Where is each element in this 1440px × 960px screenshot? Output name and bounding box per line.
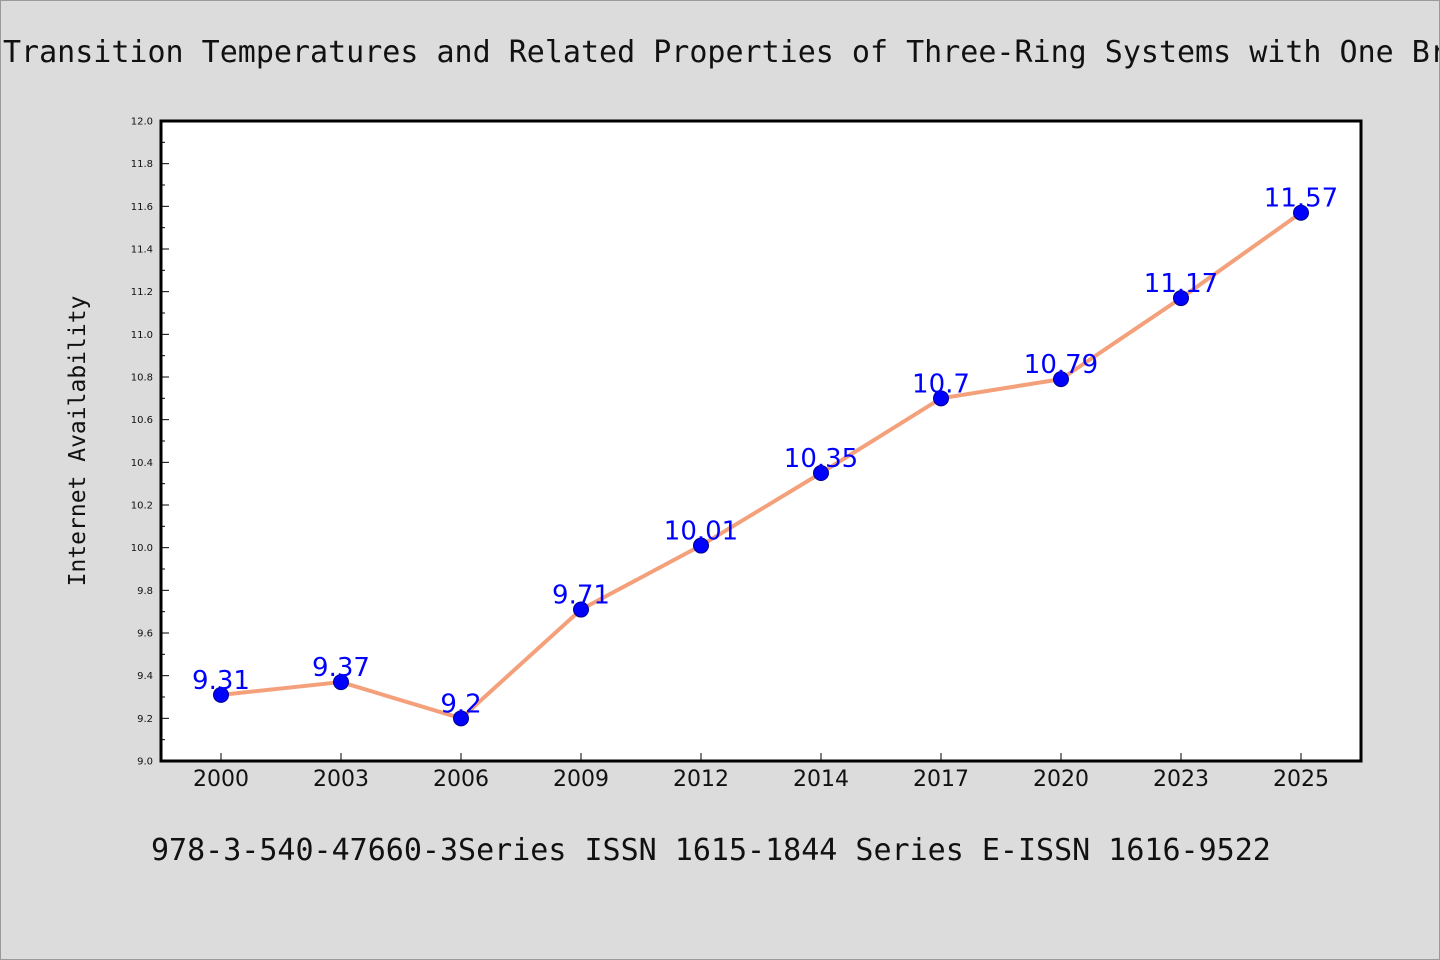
y-tick-label: 9.2 — [137, 714, 153, 725]
data-label: 10.7 — [912, 369, 970, 399]
y-tick-label: 10.6 — [131, 415, 153, 426]
data-point — [813, 465, 829, 481]
y-tick-label: 9.8 — [137, 586, 153, 597]
x-tick-label: 2009 — [553, 767, 609, 792]
data-label: 9.37 — [312, 653, 370, 683]
x-tick-label: 2023 — [1153, 767, 1209, 792]
y-tick-label: 12.0 — [131, 117, 153, 128]
chart-caption: 978-3-540-47660-3Series ISSN 1615-1844 S… — [151, 833, 1271, 868]
y-tick-label: 11.2 — [131, 287, 153, 298]
y-tick-label: 11.0 — [131, 330, 153, 341]
x-tick-label: 2017 — [913, 767, 969, 792]
y-tick-label: 9.0 — [137, 757, 153, 768]
data-label: 10.35 — [784, 444, 858, 474]
data-label: 11.57 — [1264, 184, 1338, 214]
data-point — [213, 686, 229, 703]
y-tick-label: 11.8 — [131, 159, 153, 170]
data-point — [1173, 290, 1189, 307]
y-tick-label: 10.8 — [131, 373, 153, 384]
plot-area — [159, 119, 1363, 763]
y-tick-label: 9.4 — [137, 671, 153, 682]
data-label: 9.71 — [552, 581, 610, 611]
x-tick-label: 2025 — [1273, 767, 1329, 792]
data-point — [1293, 204, 1309, 221]
data-label: 9.2 — [440, 689, 481, 719]
x-tick-label: 2014 — [793, 767, 849, 792]
y-tick-label: 10.2 — [131, 501, 153, 512]
x-tick-label: 2003 — [313, 767, 369, 792]
chart-title: Transition Temperatures and Related Prop… — [3, 35, 1440, 70]
data-point — [333, 674, 349, 691]
data-label: 9.31 — [192, 666, 250, 696]
y-tick-label: 11.4 — [131, 245, 153, 256]
data-label: 11.17 — [1144, 269, 1218, 299]
x-tick-label: 2012 — [673, 767, 729, 792]
series-line — [220, 211, 1303, 721]
data-point — [693, 537, 709, 554]
x-tick-label: 2006 — [433, 767, 489, 792]
y-tick-label: 11.6 — [131, 202, 153, 213]
y-axis-label: Internet Availability — [65, 296, 91, 587]
y-tick-label: 10.0 — [131, 543, 153, 554]
data-point — [1053, 371, 1069, 388]
data-point — [933, 390, 949, 407]
y-tick-label: 9.6 — [137, 629, 153, 640]
x-tick-label: 2020 — [1033, 767, 1089, 792]
data-label: 10.79 — [1024, 350, 1098, 380]
x-tick-label: 2000 — [193, 767, 249, 792]
data-point — [573, 601, 589, 618]
data-label: 10.01 — [664, 517, 738, 547]
data-point — [453, 710, 469, 727]
y-tick-label: 10.4 — [131, 458, 153, 469]
